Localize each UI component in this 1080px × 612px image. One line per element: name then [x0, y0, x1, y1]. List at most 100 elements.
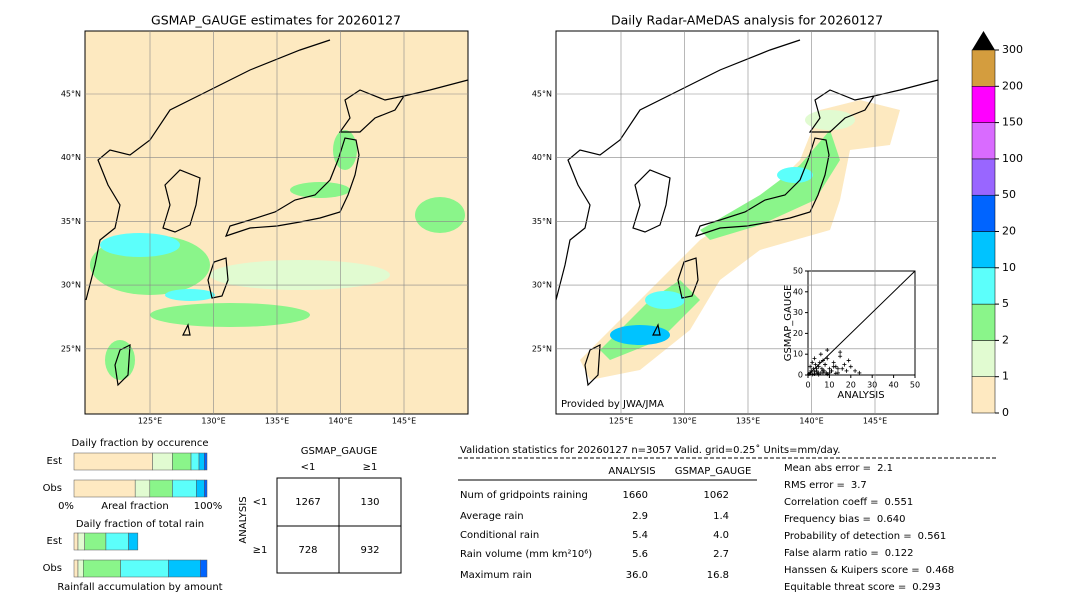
score-value: 3.7	[851, 480, 867, 491]
point	[818, 352, 823, 357]
y-tick-label: 40	[793, 287, 803, 296]
point	[827, 370, 832, 375]
point	[835, 366, 840, 371]
map-left	[84, 30, 469, 415]
point	[825, 348, 830, 353]
point	[829, 368, 834, 373]
row-label: Est	[47, 536, 63, 547]
lat-label: 45°N	[532, 90, 552, 99]
fraction-segment	[84, 532, 107, 551]
map-title: Daily Radar-AMeDAS analysis for 20260127	[611, 13, 883, 28]
y-tick-label: 20	[793, 329, 803, 338]
colorbar-label: 200	[1002, 79, 1023, 92]
score-label: RMS error =	[784, 480, 845, 491]
fraction-segment	[172, 452, 192, 471]
colorbar-bin	[971, 194, 996, 232]
fraction-segment	[152, 452, 173, 471]
axis-middle: Areal fraction	[101, 501, 168, 512]
col-label: <1	[301, 462, 316, 473]
colorbar-label: 100	[1002, 152, 1023, 165]
fraction-segment	[83, 559, 121, 578]
score-value: 0.468	[926, 565, 955, 576]
y-tick-label: 0	[798, 371, 803, 380]
point	[813, 362, 818, 367]
map-right	[555, 30, 939, 415]
lon-label: 140°E	[799, 417, 823, 426]
row-label: <1	[253, 497, 268, 508]
x-tick-label: 50	[910, 381, 920, 390]
score: Hanssen & Kuipers score = 0.468	[784, 565, 954, 576]
colorbar-extend	[972, 31, 995, 50]
point	[831, 364, 836, 369]
colorbar-label: 20	[1002, 225, 1016, 238]
row-label: Est	[47, 456, 63, 467]
point	[825, 372, 830, 377]
colorbar-bin	[971, 267, 996, 305]
point	[848, 364, 853, 369]
stat-label: Average rain	[460, 511, 524, 522]
point	[809, 368, 814, 373]
row-label: Obs	[43, 483, 62, 494]
x-tick-label: 0	[805, 381, 810, 390]
table-cell: 728	[298, 545, 317, 556]
y-axis-label: GSMAP_GAUGE	[783, 285, 794, 362]
fraction-segment	[128, 532, 139, 551]
point	[820, 358, 825, 363]
axis-left: 0%	[58, 501, 74, 512]
stat-label: Rain volume (mm km²10⁶)	[460, 549, 592, 560]
score-value: 0.561	[918, 531, 947, 542]
point	[833, 371, 838, 376]
table-cell: 130	[360, 497, 379, 508]
score-label: Probability of detection =	[784, 531, 912, 542]
stat-value: 1062	[704, 490, 729, 501]
point	[835, 370, 840, 375]
point	[808, 364, 813, 369]
score: Mean abs error = 2.1	[784, 463, 893, 474]
score: False alarm ratio = 0.122	[784, 548, 913, 559]
point	[827, 366, 832, 371]
lat-label: 40°N	[61, 153, 81, 162]
score-label: Correlation coeff =	[784, 497, 879, 508]
point	[810, 360, 815, 365]
lon-label: 125°E	[609, 417, 633, 426]
fraction-segment	[77, 559, 84, 578]
table-cell: 932	[360, 545, 379, 556]
score-label: Mean abs error =	[784, 463, 871, 474]
fraction-segment	[77, 532, 85, 551]
point	[842, 362, 847, 367]
stat-label: Num of gridpoints raining	[460, 490, 588, 501]
score: Probability of detection = 0.561	[784, 531, 946, 542]
x-tick-label: 10	[824, 381, 834, 390]
fraction-segment	[105, 532, 129, 551]
colorbar-label: 5	[1002, 297, 1009, 310]
lat-label: 45°N	[61, 90, 81, 99]
fraction-segment	[73, 532, 79, 551]
fraction-segment	[73, 452, 153, 471]
stat-value: 16.8	[707, 570, 729, 581]
point	[808, 370, 813, 375]
stat-label: Conditional rain	[460, 530, 539, 541]
column-header: ANALYSIS	[608, 466, 655, 477]
lon-label: 125°E	[138, 417, 162, 426]
point	[831, 360, 836, 365]
point	[814, 366, 819, 371]
point	[825, 356, 830, 361]
colorbar-bin	[971, 340, 996, 377]
score-value: 2.1	[877, 463, 893, 474]
colorbar-label: 300	[1002, 43, 1023, 56]
score-label: Equitable threat score =	[784, 582, 906, 593]
x-axis-label: ANALYSIS	[837, 390, 884, 401]
score-value: 0.640	[877, 514, 906, 525]
point	[838, 354, 843, 359]
score: Equitable threat score = 0.293	[784, 582, 941, 593]
colorbar-bin	[971, 303, 996, 341]
score-value: 0.293	[912, 582, 941, 593]
stat-value: 5.4	[632, 530, 648, 541]
point	[853, 368, 858, 373]
map-title: GSMAP_GAUGE estimates for 20260127	[151, 13, 401, 28]
score-label: False alarm ratio =	[784, 548, 879, 559]
x-tick-label: 30	[867, 381, 877, 390]
point	[844, 368, 849, 373]
panel-title: Daily fraction of total rain	[76, 519, 204, 530]
lon-label: 130°E	[672, 417, 696, 426]
